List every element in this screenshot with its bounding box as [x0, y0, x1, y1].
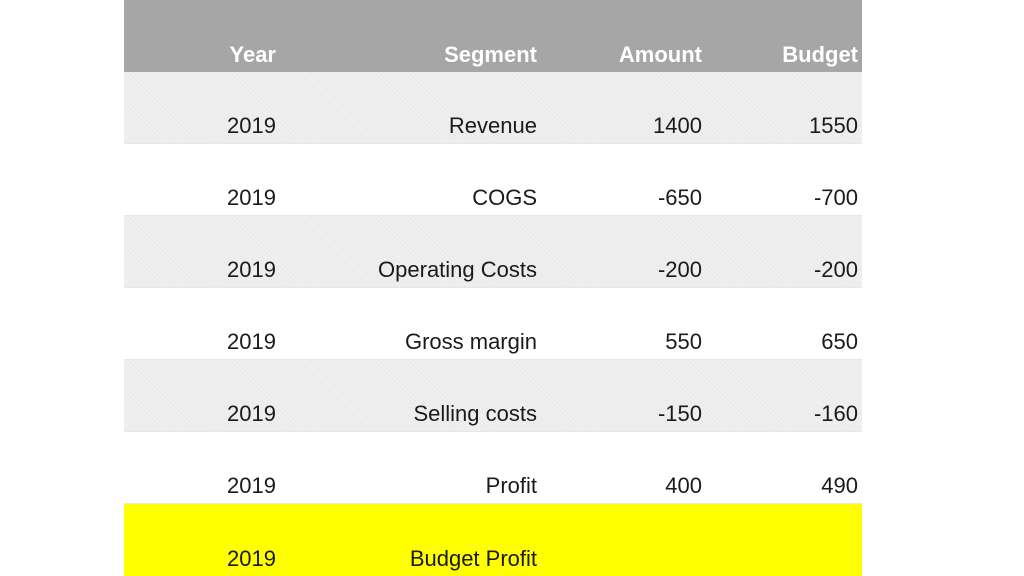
header-amount: Amount	[618, 42, 702, 67]
table-row: 2019 Selling costs -150 -160	[124, 360, 862, 432]
cell-amount: -650	[657, 185, 702, 210]
cell-amount: 400	[665, 473, 702, 498]
table-header-row: Year Segment Amount Budget	[124, 0, 862, 72]
header-budget: Budget	[782, 42, 858, 67]
cell-segment: Budget Profit	[409, 546, 537, 571]
cell-year: 2019	[227, 546, 276, 571]
cell-year: 2019	[227, 185, 276, 210]
cell-budget: -160	[813, 401, 858, 426]
cell-year: 2019	[227, 473, 276, 498]
cell-year: 2019	[227, 329, 276, 354]
cell-budget: 1550	[809, 113, 858, 138]
table-row: 2019 Profit 400 490	[124, 432, 862, 504]
cell-segment: Gross margin	[404, 329, 537, 354]
table-row-highlighted: 2019 Budget Profit	[124, 504, 862, 576]
cell-segment: Profit	[485, 473, 537, 498]
table-row: 2019 Operating Costs -200 -200	[124, 216, 862, 288]
cell-budget: 490	[821, 473, 858, 498]
table-row: 2019 Revenue 1400 1550	[124, 72, 862, 144]
cell-budget: 650	[821, 329, 858, 354]
cell-amount: 550	[665, 329, 702, 354]
cell-budget: -700	[813, 185, 858, 210]
table-row: 2019 Gross margin 550 650	[124, 288, 862, 360]
cell-amount: -200	[657, 257, 702, 282]
cell-year: 2019	[227, 401, 276, 426]
cell-amount: -150	[657, 401, 702, 426]
cell-budget: -200	[813, 257, 858, 282]
cell-segment: Revenue	[448, 113, 537, 138]
cell-segment: COGS	[472, 185, 537, 210]
cell-segment: Operating Costs	[378, 257, 537, 282]
cell-segment: Selling costs	[413, 401, 537, 426]
header-year: Year	[229, 42, 277, 67]
header-segment: Segment	[444, 42, 537, 67]
cell-year: 2019	[227, 257, 276, 282]
cell-year: 2019	[227, 113, 276, 138]
budget-table: Year Segment Amount Budget 2019 Revenue …	[124, 0, 862, 576]
cell-amount: 1400	[653, 113, 702, 138]
table-row: 2019 COGS -650 -700	[124, 144, 862, 216]
